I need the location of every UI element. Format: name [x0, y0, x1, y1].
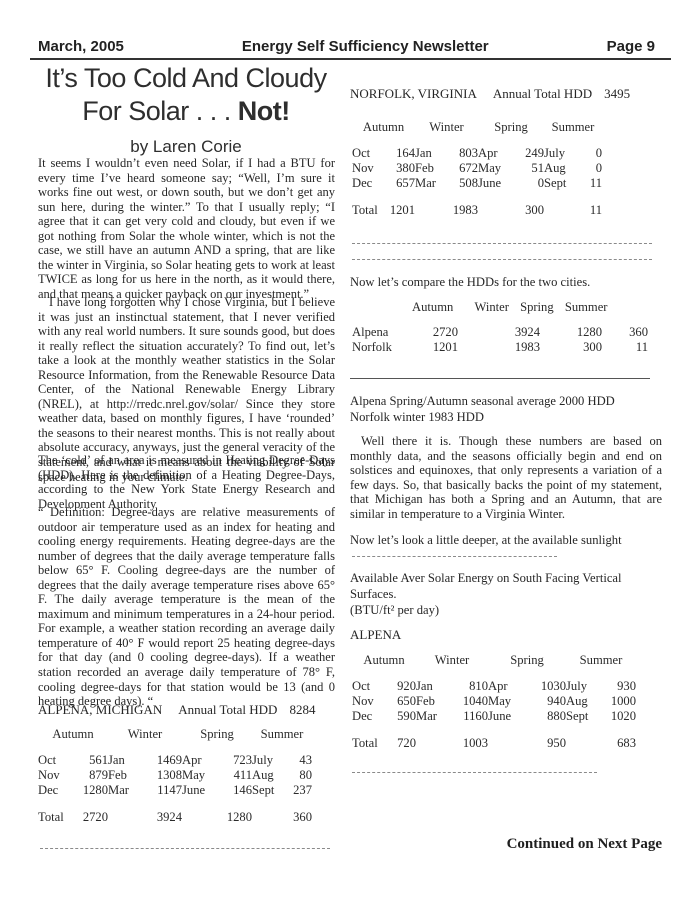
table-row: Oct 561 Jan 1469 Apr 723 July 43 [38, 753, 312, 767]
season-header: Summer [564, 300, 608, 314]
season-header: Winter [474, 300, 509, 314]
table-total-row: Total 720 1003 950 683 [352, 736, 636, 750]
header-rule [30, 58, 671, 60]
article-title: It’s Too Cold And Cloudy For Solar . . .… [36, 62, 336, 163]
table-total-row: Total 1201 1983 300 11 [352, 203, 602, 217]
table-row: Oct 920 Jan 810 Apr 1030 July 930 [352, 679, 636, 693]
comparison-header-row: Autumn Winter Spring Summer [350, 300, 608, 315]
norfolk-hdd-table: Autumn Winter Spring Summer Oct 164 Jan 80… [352, 120, 602, 218]
alpena-hdd-city: ALPENA, MICHIGAN [38, 702, 163, 717]
separator-dashed [352, 772, 597, 773]
note-alpena-average: Alpena Spring/Autumn seasonal average 20… [350, 394, 615, 408]
season-header: Autumn [52, 727, 94, 741]
season-header: Spring [510, 653, 544, 667]
solar-section-heading: Available Aver Solar Energy on South Fac… [350, 570, 662, 618]
header-page-number: Page 9 [606, 38, 655, 55]
table-header-row: Autumn Winter Spring Summer [38, 727, 312, 753]
comparison-table: Alpena 2720 3924 1280 360 Norfolk 1201 1… [352, 325, 648, 355]
season-header: Spring [200, 727, 234, 741]
table-row: Nov 879 Feb 1308 May 411 Aug 80 [38, 768, 312, 782]
season-header: Winter [429, 120, 464, 134]
separator-dashed [352, 556, 557, 557]
norfolk-hdd-annual-total: 3495 [604, 86, 631, 101]
season-header: Autumn [363, 653, 405, 667]
separator-dashed [352, 243, 652, 244]
season-header: Winter [127, 727, 163, 741]
alpena-solar-table: Autumn Winter Spring Summer Oct 920 Jan 81… [352, 653, 636, 751]
norfolk-hdd-annual-label: Annual Total HDD [492, 86, 593, 101]
table-header-row: Autumn Winter Spring Summer [352, 120, 602, 146]
norfolk-hdd-city: NORFOLK, VIRGINIA [350, 86, 477, 101]
table-row: Alpena 2720 3924 1280 360 [352, 325, 648, 339]
deeper-line: Now let’s look a little deeper, at the a… [350, 533, 622, 547]
comparison-notes: Alpena Spring/Autumn seasonal average 20… [350, 393, 662, 425]
table-row: Norfolk 1201 1983 300 11 [352, 340, 648, 354]
table-row: Nov 650 Feb 1040 May 940 Aug 1000 [352, 694, 636, 708]
header-date: March, 2005 [38, 38, 124, 55]
comparison-intro: Now let’s compare the HDDs for the two c… [350, 275, 591, 289]
solar-heading-line1: Available Aver Solar Energy on South Fac… [350, 571, 622, 601]
article-title-line2-regular: For Solar . . . [82, 96, 238, 126]
season-header: Autumn [412, 300, 454, 314]
paragraph-well-there: Well there it is. Though these numbers a… [350, 434, 662, 521]
separator-dashed [40, 848, 330, 849]
season-header: Summer [551, 120, 595, 134]
norfolk-hdd-table-title: NORFOLK, VIRGINIA Annual Total HDD 3495 [350, 86, 630, 102]
table-total-row: Total 2720 3924 1280 360 [38, 810, 312, 824]
table-row: Dec 657 Mar 508 June 0 Sept 11 [352, 176, 602, 190]
alpena-solar-table-title: ALPENA [350, 627, 402, 642]
alpena-hdd-table-title: ALPENA, MICHIGAN Annual Total HDD 8284 [38, 702, 315, 718]
season-header: Summer [260, 727, 304, 741]
alpena-hdd-annual-total: 8284 [289, 702, 316, 717]
article-byline: by Laren Corie [130, 137, 242, 156]
page-header: March, 2005 Energy Self Sufficiency News… [38, 38, 655, 55]
paragraph-3: The ‘cold’ of an area is measured in Hea… [38, 453, 335, 511]
article-title-line2: For Solar . . . Not! [36, 95, 336, 128]
season-header: Autumn [362, 120, 405, 134]
season-header: Spring [494, 120, 528, 134]
season-header: Summer [579, 653, 623, 667]
table-row: Dec 1280 Mar 1147 June 146 Sept 237 [38, 783, 312, 797]
continued-next-page: Continued on Next Page [506, 836, 662, 852]
table-row: Nov 380 Feb 672 May 51 Aug 0 [352, 161, 602, 175]
article-title-emphasis: Not! [237, 96, 290, 126]
table-row: Dec 590 Mar 1160 June 880 Sept 1020 [352, 709, 636, 723]
article-title-line1: It’s Too Cold And Cloudy [45, 63, 327, 93]
table-row: Oct 164 Jan 803 Apr 249 July 0 [352, 146, 602, 160]
alpena-hdd-annual-label: Annual Total HDD [178, 702, 278, 717]
separator-dashed [352, 259, 652, 260]
season-header: Spring [520, 300, 554, 314]
season-header: Winter [434, 653, 470, 667]
separator-solid [350, 378, 650, 379]
header-newsletter-title: Energy Self Sufficiency Newsletter [241, 38, 489, 55]
paragraph-2: I have long forgotten why I chose Virgin… [38, 295, 335, 484]
alpena-hdd-table: Autumn Winter Spring Summer Oct 561 Jan 14… [38, 727, 312, 825]
paragraph-1: It seems I wouldn’t even need Solar, if … [38, 156, 335, 301]
table-header-row: Autumn Winter Spring Summer [352, 653, 636, 679]
note-norfolk-winter: Norfolk winter 1983 HDD [350, 410, 484, 424]
solar-heading-line2: (BTU/ft² per day) [350, 603, 440, 617]
paragraph-4-hdd-definition: “ Definition: Degree-days are relative m… [38, 505, 335, 709]
